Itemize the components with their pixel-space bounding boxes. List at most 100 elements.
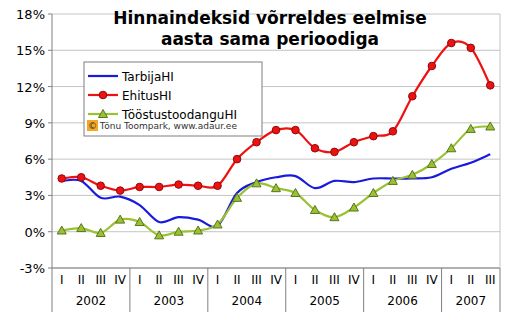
marker: [233, 193, 242, 201]
x-tick-label: I: [294, 273, 298, 287]
marker: [77, 173, 85, 181]
marker: [370, 132, 378, 140]
marker: [233, 155, 241, 163]
marker: [291, 189, 300, 197]
y-tick-label: 18%: [16, 7, 45, 22]
group-separator: [441, 268, 442, 312]
grid-line: [52, 268, 500, 269]
group-separator: [207, 268, 208, 312]
marker: [311, 144, 319, 152]
marker: [428, 62, 436, 70]
x-tick-label: IV: [348, 273, 361, 287]
marker: [155, 231, 164, 239]
x-tick-label: I: [138, 273, 142, 287]
x-tick-label: III: [485, 273, 496, 287]
x-tick-label: I: [450, 273, 454, 287]
marker: [331, 148, 339, 156]
tick-mark: [48, 86, 52, 87]
y-tick-label: 9%: [24, 116, 45, 131]
marker: [292, 126, 300, 134]
marker: [466, 124, 475, 132]
y-tick-label: 3%: [24, 188, 45, 203]
x-tick-label: IV: [192, 273, 205, 287]
marker: [310, 205, 319, 213]
group-separator: [52, 268, 53, 312]
group-separator: [285, 268, 286, 312]
marker: [155, 183, 163, 191]
marker: [448, 39, 456, 47]
tick-mark: [48, 122, 52, 123]
x-tick-label: III: [95, 273, 106, 287]
marker: [214, 182, 222, 190]
legend-label: TarbijaHI: [121, 70, 174, 84]
marker: [174, 227, 183, 235]
x-tick-label: III: [173, 273, 184, 287]
x-tick-label: I: [216, 273, 220, 287]
grid-line: [52, 50, 500, 51]
group-label: 2003: [154, 294, 185, 308]
x-tick-label: II: [389, 273, 396, 287]
marker: [116, 215, 125, 223]
marker: [447, 144, 456, 152]
group-label: 2004: [232, 294, 263, 308]
marker: [116, 187, 124, 195]
group-label: 2005: [309, 294, 340, 308]
legend-label: EhitusHI: [122, 89, 172, 103]
x-tick-label: IV: [114, 273, 127, 287]
group-label: 2002: [76, 294, 107, 308]
background: [0, 0, 510, 312]
marker: [389, 128, 397, 136]
chart: -3%0%3%6%9%12%15%18%IIIIIIIVIIIIIIIVIIII…: [0, 0, 510, 312]
marker: [136, 183, 144, 191]
marker: [467, 44, 475, 52]
x-tick-label: I: [60, 273, 64, 287]
marker: [253, 138, 261, 146]
legend-marker: [99, 110, 108, 118]
marker: [350, 138, 358, 146]
marker: [213, 220, 222, 228]
group-label: 2007: [456, 294, 487, 308]
x-tick-label: II: [311, 273, 318, 287]
tick-mark: [48, 50, 52, 51]
group-separator: [500, 268, 501, 312]
marker: [369, 189, 378, 197]
y-tick-label: 15%: [16, 43, 45, 58]
marker: [97, 182, 105, 190]
marker: [486, 122, 495, 130]
marker: [486, 82, 494, 90]
plot-frame: [500, 14, 501, 268]
tick-mark: [48, 268, 52, 269]
legend-line: [88, 75, 118, 77]
x-tick-label: II: [78, 273, 85, 287]
marker: [135, 218, 144, 226]
tick-mark: [48, 231, 52, 232]
x-tick-label: I: [372, 273, 376, 287]
legend-marker: [99, 91, 107, 99]
y-tick-label: -3%: [20, 261, 45, 276]
marker: [409, 92, 417, 100]
title: aasta sama perioodiga: [161, 29, 379, 49]
marker: [272, 184, 281, 192]
y-axis: [52, 14, 53, 268]
tick-mark: [48, 159, 52, 160]
marker: [349, 203, 358, 211]
marker: [57, 226, 66, 234]
annotation: © Tõnu Toompark, www.adaur.ee: [88, 121, 237, 131]
x-axis: [52, 268, 500, 269]
plot-area: [57, 39, 495, 239]
x-tick-label: IV: [426, 273, 439, 287]
tick-mark: [48, 14, 52, 15]
marker: [252, 179, 261, 187]
legend: [84, 62, 262, 136]
group-separator: [129, 268, 130, 312]
title: Hinnaindeksid võrreldes eelmise: [113, 8, 426, 28]
group-label: 2006: [387, 294, 418, 308]
y-tick-label: 0%: [24, 225, 45, 240]
marker: [175, 181, 183, 189]
x-tick-label: II: [156, 273, 163, 287]
y-tick-label: 6%: [24, 152, 45, 167]
legend-label: TööstustoodanguHI: [121, 108, 237, 122]
series-line: [62, 126, 491, 235]
x-tick-label: IV: [270, 273, 283, 287]
x-tick-label: II: [467, 273, 474, 287]
